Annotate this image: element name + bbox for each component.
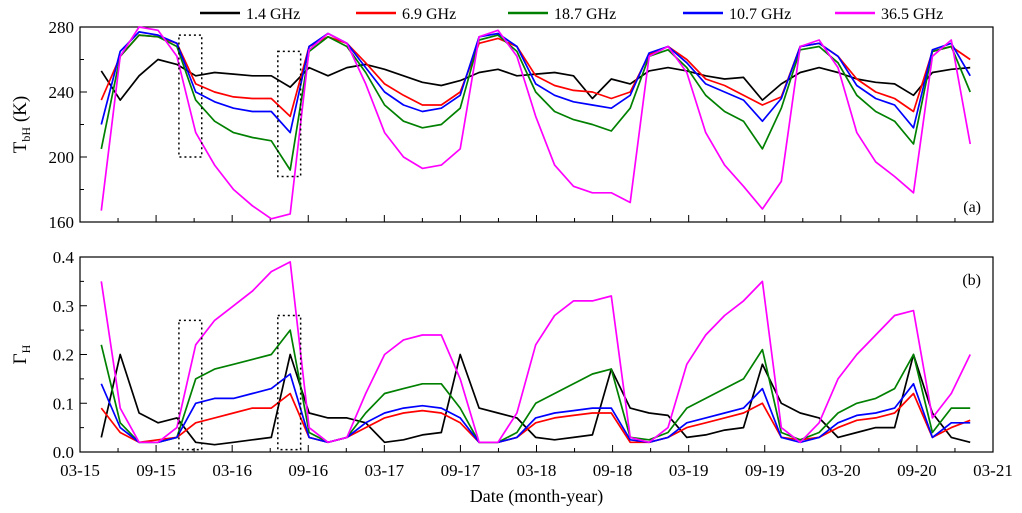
panel-b-series-1 (100, 353, 971, 446)
panel-a-label: (a) (963, 199, 981, 216)
x-tick-label: 09-17 (441, 461, 481, 480)
panel-b-series-5 (100, 261, 971, 444)
x-tick-label: 03-15 (60, 461, 100, 480)
panel-b-ylabel: ΓH (10, 344, 33, 364)
x-tick-label: 03-19 (669, 461, 709, 480)
panel-a-highlight-box-1 (178, 34, 203, 158)
panel-b-ylabel-main: Γ (10, 353, 31, 364)
x-axis: 03-15 09-15 03-16 09-16 03-17 09-17 03-18 09-18… (60, 461, 1013, 480)
panel-b-series-4 (100, 373, 971, 444)
legend: 1.4 GHz 6.9 GHz 18.7 GHz 10.7 GHz 36.5 GHz (200, 6, 943, 23)
panel-a-ylabel-sub: bH (19, 127, 33, 142)
panel-b-series-3 (100, 329, 971, 444)
panel-a-ylabel: TbH (K) (10, 96, 33, 153)
panel-a-ytick-label: 160 (49, 213, 75, 232)
panel-b-series-2 (100, 392, 971, 444)
x-axis-label: Date (month-year) (470, 486, 603, 507)
x-tick-label: 03-16 (212, 461, 252, 480)
x-tick-label: 09-20 (897, 461, 937, 480)
x-tick-label: 03-20 (821, 461, 861, 480)
x-tick-label: 09-15 (136, 461, 176, 480)
panel-a-ytick-label: 280 (49, 18, 75, 37)
panel-a-frame (79, 26, 994, 223)
legend-label-1: 1.4 GHz (246, 6, 300, 23)
panel-b-highlight-box-1 (178, 319, 203, 451)
panel-b-ytick-label: 0.3 (53, 297, 74, 316)
panel-b-ylabel-sub: H (19, 344, 33, 353)
panel-b: 0.0 0.1 0.2 0.3 0.4 (b) ΓH (10, 248, 994, 462)
panel-a-series-5 (100, 26, 972, 220)
panel-a-ylabel-main: T (10, 141, 31, 153)
x-tick-label: 09-16 (288, 461, 328, 480)
panel-b-ytick-label: 0.1 (53, 394, 74, 413)
panel-a-ytick-label: 200 (49, 148, 75, 167)
panel-a-series-3 (100, 34, 971, 171)
panel-a-series-1 (100, 58, 971, 101)
x-tick-label: 03-21 (973, 461, 1013, 480)
panel-b-ytick-label: 0.4 (53, 248, 75, 267)
panel-a-highlight-box-2 (277, 50, 302, 178)
x-tick-label: 09-19 (745, 461, 785, 480)
legend-label-2: 6.9 GHz (402, 6, 456, 23)
panel-a-highlight-boxes (178, 34, 302, 178)
legend-label-3: 18.7 GHz (554, 6, 616, 23)
x-tick-label: 03-17 (364, 461, 404, 480)
panel-b-label: (b) (962, 272, 981, 289)
panel-b-highlight-boxes (178, 314, 302, 451)
panel-a: 160 200 240 280 (a) TbH (K) (10, 18, 994, 232)
legend-label-5: 36.5 GHz (881, 6, 943, 23)
panel-b-highlight-box-2 (277, 314, 302, 451)
panel-a-series-4 (100, 31, 971, 134)
x-tick-label: 09-18 (593, 461, 633, 480)
legend-label-4: 10.7 GHz (729, 6, 791, 23)
panel-a-ytick-label: 240 (49, 83, 75, 102)
x-tick-label: 03-18 (517, 461, 557, 480)
panel-b-ytick-label: 0.2 (53, 346, 74, 365)
panel-b-ytick-label: 0.0 (53, 443, 74, 462)
panel-a-ylabel-unit: (K) (10, 96, 31, 127)
